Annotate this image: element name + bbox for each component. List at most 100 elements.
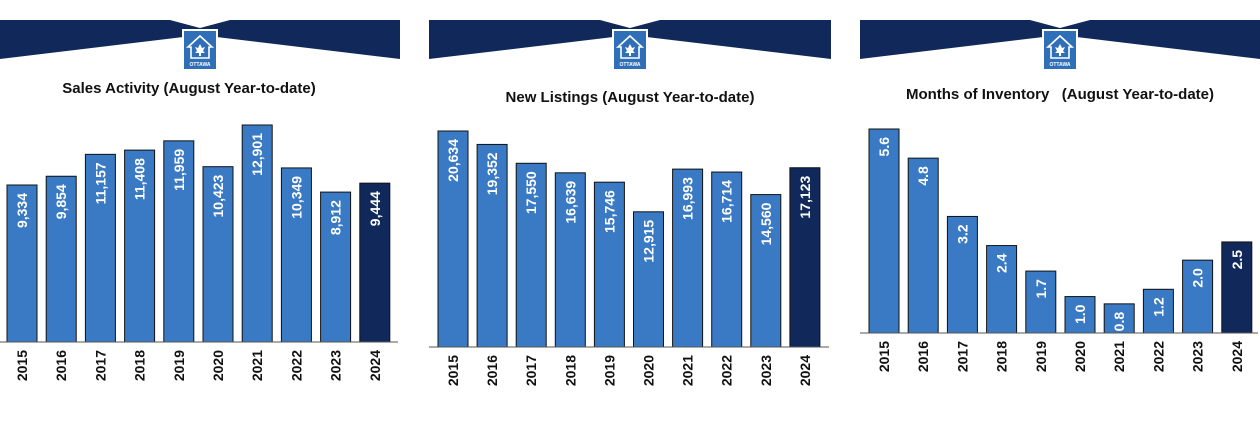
x-tick-label: 2015 <box>876 341 892 372</box>
months-of-inventory-title: Months of Inventory (August Year-to-date… <box>905 86 1215 103</box>
bar <box>1025 270 1057 334</box>
bar <box>163 140 195 343</box>
bar <box>202 166 234 343</box>
months-of-inventory-panel: OTTAWA 5.6 2015 4.8 2016 3.2 2017 2.4 2018 1.7 201… <box>860 0 1260 422</box>
bar-value-label: 8,912 <box>328 200 344 235</box>
bar <box>868 128 900 334</box>
x-tick-label: 2024 <box>1229 341 1245 372</box>
x-tick-label: 2020 <box>1072 341 1088 372</box>
bar <box>946 215 978 334</box>
x-tick-label: 2023 <box>758 355 774 386</box>
x-tick-label: 2024 <box>797 355 813 386</box>
sales-activity-title: Sales Activity (August Year-to-date) <box>62 80 316 97</box>
x-tick-label: 2017 <box>954 341 970 372</box>
sales-activity-panel: OTTAWA 9,334 2015 9,854 2016 11,157 2017 11,408… <box>0 0 400 422</box>
bar <box>280 167 312 343</box>
bar <box>789 167 821 348</box>
ottawa-realtors-logo: OTTAWA <box>612 29 648 71</box>
x-tick-label: 2020 <box>210 350 226 381</box>
bar <box>124 149 156 343</box>
bar-value-label: 1.2 <box>1150 297 1166 317</box>
bar-value-label: 14,560 <box>758 202 774 245</box>
ottawa-realtors-logo: OTTAWA <box>182 29 218 71</box>
bar-value-label: 15,746 <box>601 190 617 233</box>
bar-value-label: 16,714 <box>719 180 735 223</box>
x-tick-label: 2016 <box>53 350 69 381</box>
bar-value-label: 16,993 <box>680 177 696 220</box>
bar-value-label: 4.8 <box>915 166 931 186</box>
logo-text: OTTAWA <box>1049 62 1070 68</box>
bar-value-label: 11,408 <box>132 158 148 200</box>
x-tick-label: 2023 <box>328 350 344 381</box>
bar-value-label: 1.0 <box>1072 304 1088 324</box>
new-listings-panel: OTTAWA 20,634 2015 19,352 2016 17,550 2017 16,6… <box>429 0 831 422</box>
x-tick-label: 2021 <box>680 355 696 386</box>
x-tick-label: 2018 <box>132 350 148 381</box>
bar-value-label: 9,854 <box>53 184 69 219</box>
bar <box>593 181 625 348</box>
logo-text: OTTAWA <box>619 62 640 68</box>
bar-value-label: 11,157 <box>92 162 108 204</box>
x-tick-label: 2018 <box>994 341 1010 372</box>
bar-value-label: 9,444 <box>367 191 383 226</box>
x-tick-label: 2024 <box>367 350 383 381</box>
bar <box>437 130 469 348</box>
x-tick-label: 2016 <box>484 355 500 386</box>
maple-leaf-house-icon <box>1045 34 1075 59</box>
bar-value-label: 12,915 <box>641 220 657 263</box>
x-tick-label: 2017 <box>523 355 539 386</box>
bar-value-label: 11,959 <box>171 149 187 191</box>
bar <box>750 194 782 348</box>
bar-value-label: 20,634 <box>445 139 461 182</box>
x-tick-label: 2015 <box>445 355 461 386</box>
ottawa-realtors-logo: OTTAWA <box>1042 29 1078 71</box>
bar <box>1103 303 1135 334</box>
bar-value-label: 9,334 <box>14 193 30 228</box>
bar-value-label: 10,423 <box>210 174 226 217</box>
header-band <box>429 20 831 59</box>
x-tick-label: 2022 <box>719 355 735 386</box>
new-listings-title: New Listings (August Year-to-date) <box>505 89 755 106</box>
x-tick-label: 2019 <box>1033 341 1049 372</box>
bar-value-label: 10,349 <box>288 176 304 219</box>
x-tick-label: 2019 <box>171 350 187 381</box>
bar-value-label: 1.7 <box>1033 279 1049 299</box>
bar <box>515 162 547 348</box>
bar-value-label: 16,639 <box>562 181 578 224</box>
x-tick-label: 2022 <box>288 350 304 381</box>
maple-leaf-house-icon <box>185 34 215 59</box>
bar-value-label: 5.6 <box>876 137 892 157</box>
header-band <box>0 20 400 59</box>
bar <box>241 124 273 343</box>
bar-value-label: 17,550 <box>523 171 539 214</box>
logo-text: OTTAWA <box>189 62 210 68</box>
x-tick-label: 2021 <box>1111 341 1127 372</box>
x-tick-label: 2018 <box>562 355 578 386</box>
bar-value-label: 2.5 <box>1229 250 1245 270</box>
new-listings-chart: OTTAWA 20,634 2015 19,352 2016 17,550 2017 16,6… <box>429 20 831 386</box>
bar-value-label: 17,123 <box>797 176 813 219</box>
x-tick-label: 2022 <box>1150 341 1166 372</box>
header-band <box>860 20 1260 59</box>
bar-value-label: 2.0 <box>1190 268 1206 288</box>
x-tick-label: 2019 <box>601 355 617 386</box>
x-tick-label: 2021 <box>249 350 265 381</box>
sales-activity-chart: OTTAWA 9,334 2015 9,854 2016 11,157 2017 11,408… <box>0 20 400 381</box>
bar <box>359 182 391 343</box>
bar <box>1182 259 1214 334</box>
bar <box>672 168 704 348</box>
x-tick-label: 2020 <box>641 355 657 386</box>
bar <box>1064 296 1096 334</box>
x-tick-label: 2015 <box>14 350 30 381</box>
bar-value-label: 2.4 <box>994 253 1010 273</box>
bar <box>907 157 939 334</box>
x-tick-label: 2017 <box>92 350 108 381</box>
maple-leaf-house-icon <box>615 34 645 59</box>
bar <box>1142 288 1174 334</box>
bar <box>45 175 77 343</box>
bar-value-label: 0.8 <box>1111 312 1127 332</box>
bar-value-label: 12,901 <box>249 133 265 176</box>
bar-value-label: 3.2 <box>954 224 970 244</box>
months-of-inventory-chart: OTTAWA 5.6 2015 4.8 2016 3.2 2017 2.4 2018 1.7 201… <box>860 20 1260 372</box>
bar <box>476 143 508 348</box>
